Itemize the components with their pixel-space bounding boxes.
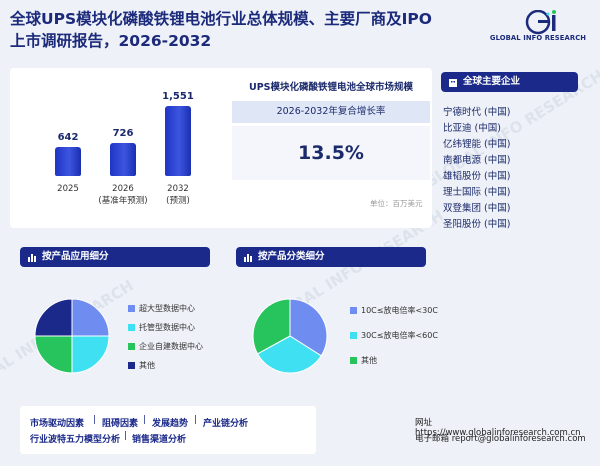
pie-slice [252, 298, 291, 355]
legend-swatch [128, 343, 135, 350]
legend-label: 10C≤放电倍率<30C [361, 306, 438, 315]
product-type-header: 按产品分类细分 [236, 247, 426, 267]
page-title: 全球UPS模块化磷酸铁锂电池行业总体规模、主要厂商及IPO 上市调研报告，202… [10, 8, 450, 52]
application-pie-chart [34, 298, 110, 374]
title-line-1: 全球UPS模块化磷酸铁锂电池行业总体规模、主要厂商及IPO [10, 10, 432, 28]
chart-icon [28, 254, 36, 262]
bar-value-label: 1,551 [162, 91, 194, 102]
building-icon [449, 79, 457, 87]
bar-category-label: 2026 [112, 184, 134, 194]
link-separator: | [93, 415, 97, 425]
pie-slice [34, 335, 73, 374]
link-market-drivers[interactable]: 市场驱动因素 [30, 419, 85, 429]
application-header: 按产品应用细分 [20, 247, 210, 267]
email-link[interactable]: report@globalinforesearch.com [451, 434, 586, 444]
cagr-value: 13.5% [232, 126, 430, 180]
website-label: 网址 [415, 418, 433, 428]
companies-title: 全球主要企业 [463, 76, 521, 87]
link-sales-channel[interactable]: 销售渠道分析 [132, 435, 187, 445]
email-line: 电子邮箱 report@globalinforesearch.com [415, 432, 586, 444]
bar-value-label: 642 [57, 132, 79, 144]
email-label: 电子邮箱 [415, 434, 450, 444]
chart-icon [244, 254, 252, 262]
website-line: 网址 https://www.globalinforesearch.com.cn [415, 416, 600, 438]
company-item: 亿纬锂能 (中国) [443, 139, 511, 150]
legend-swatch [128, 324, 135, 331]
bar-category-sublabel: (预测) [166, 196, 190, 206]
company-item: 圣阳股份 (中国) [443, 219, 511, 230]
legend-label: 其他 [139, 361, 155, 370]
product-type-pie-chart [252, 298, 328, 374]
pie-slice [71, 298, 110, 337]
bar-value-label: 726 [112, 128, 134, 140]
market-title: UPS模块化磷酸铁锂电池全球市场规模 [248, 82, 414, 93]
link-separator: | [194, 415, 198, 425]
title-line-2: 上市调研报告，2026-2032 [10, 32, 212, 50]
logo-text: GLOBAL INFO RESEARCH [489, 34, 587, 42]
company-item: 双登集团 (中国) [443, 203, 511, 214]
company-item: 南都电源 (中国) [443, 155, 511, 166]
legend-swatch [128, 305, 135, 312]
bar-category-label: 2025 [57, 184, 79, 194]
bar-category-label: 2032 [167, 184, 189, 194]
link-separator: | [143, 415, 147, 425]
bar-category-sublabel: (基准年预测) [98, 196, 148, 206]
bar-2025 [55, 147, 81, 176]
legend-label: 托管型数据中心 [139, 323, 195, 332]
link-separator: | [124, 431, 128, 441]
brand-logo: GLOBAL INFO RESEARCH [488, 9, 588, 46]
application-title: 按产品应用细分 [42, 251, 109, 262]
bar-chart: 642 2025 726 2026 (基准年预测) 1,551 2032 (预测) [10, 68, 220, 228]
legend-label: 其他 [361, 356, 377, 365]
footer-links: 市场驱动因素 阻碍因素 发展趋势 产业链分析 行业波特五力模型分析 销售渠道分析… [20, 406, 316, 454]
company-item: 比亚迪 (中国) [443, 123, 501, 134]
link-barriers[interactable]: 阻碍因素 [102, 419, 139, 429]
legend-swatch [350, 357, 357, 364]
pie-slice [34, 298, 73, 337]
legend-label: 企业自建数据中心 [139, 342, 203, 351]
companies-header: 全球主要企业 [441, 72, 578, 92]
legend-swatch [128, 362, 135, 369]
link-value-chain[interactable]: 产业链分析 [203, 419, 249, 429]
link-trends[interactable]: 发展趋势 [152, 419, 189, 429]
unit-label: 单位：百万美元 [370, 199, 423, 208]
market-size-panel: 642 2025 726 2026 (基准年预测) 1,551 2032 (预测) UPS模块… [10, 68, 432, 228]
bar-2026 [110, 143, 136, 176]
legend-label: 30C≤放电倍率<60C [361, 331, 438, 340]
product-type-title: 按产品分类细分 [258, 251, 325, 262]
website-link[interactable]: https://www.globalinforesearch.com.cn [415, 428, 581, 438]
legend-label: 超大型数据中心 [139, 304, 195, 313]
cagr-label: 2026-2032年复合增长率 [232, 101, 430, 123]
company-item: 理士国际 (中国) [443, 187, 511, 198]
logo-icon [525, 9, 556, 35]
bar-2032 [165, 106, 191, 176]
company-item: 宁德时代 (中国) [443, 107, 511, 118]
company-item: 雄韬股份 (中国) [443, 171, 511, 182]
pie-slice [71, 335, 110, 374]
legend-swatch [350, 307, 357, 314]
link-porter-analysis[interactable]: 行业波特五力模型分析 [30, 435, 121, 445]
legend-swatch [350, 332, 357, 339]
